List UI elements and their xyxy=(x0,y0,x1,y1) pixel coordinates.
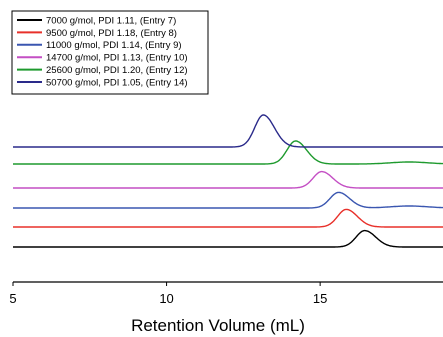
trace-25600-g-mol-pdi-1-20-entry-12 xyxy=(13,140,443,165)
trace-11000-g-mol-pdi-1-14-entry-9 xyxy=(13,191,443,209)
legend-label-2: 9500 g/mol, PDI 1.18, (Entry 8) xyxy=(46,28,177,39)
x-axis-title: Retention Volume (mL) xyxy=(131,316,305,335)
legend-label-3: 11000 g/mol, PDI 1.14, (Entry 9) xyxy=(46,40,182,51)
x-axis: 5 10 15 xyxy=(9,281,443,306)
legend-box xyxy=(11,10,209,95)
chromatogram-traces xyxy=(13,114,443,248)
trace-50700-g-mol-pdi-1-05-entry-14 xyxy=(13,114,443,148)
trace-9500-g-mol-pdi-1-18-entry-8 xyxy=(13,208,443,228)
x-tick-label-15: 15 xyxy=(313,291,327,306)
x-tick-label-5: 5 xyxy=(9,291,16,306)
legend: 7000 g/mol, PDI 1.11, (Entry 7) 9500 g/mo… xyxy=(11,10,209,95)
legend-label-1: 7000 g/mol, PDI 1.11, (Entry 7) xyxy=(46,15,176,26)
legend-label-5: 25600 g/mol, PDI 1.20, (Entry 12) xyxy=(46,65,188,76)
trace-14700-g-mol-pdi-1-13-entry-10 xyxy=(13,170,443,189)
x-tick-label-10: 10 xyxy=(159,291,173,306)
legend-label-4: 14700 g/mol, PDI 1.13, (Entry 10) xyxy=(46,53,188,64)
trace-7000-g-mol-pdi-1-11-entry-7 xyxy=(13,229,443,248)
legend-label-6: 50700 g/mol, PDI 1.05, (Entry 14) xyxy=(46,77,188,88)
